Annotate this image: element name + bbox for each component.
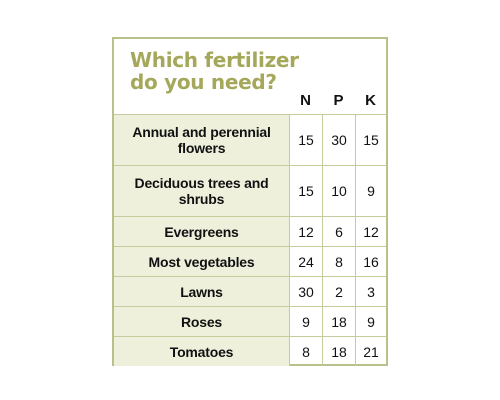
cell-n-value: 8: [289, 337, 322, 366]
cell-p-value: 10: [322, 166, 355, 216]
fertilizer-table-card: Which fertilizer do you need? N P K Annu…: [112, 37, 388, 366]
cell-k-value: 12: [355, 217, 386, 246]
cell-n-value: 15: [289, 115, 322, 165]
cell-p-value: 8: [322, 247, 355, 276]
cell-k-value: 3: [355, 277, 386, 306]
cell-p-value: 2: [322, 277, 355, 306]
row-label: Most vegetables: [114, 247, 289, 276]
cell-p-value: 18: [322, 337, 355, 366]
column-header-k: K: [365, 92, 376, 109]
table-row: Most vegetables 24 8 16: [114, 246, 386, 276]
cell-p-value: 18: [322, 307, 355, 336]
row-label: Annual and perennial flowers: [114, 115, 289, 165]
table-row: Deciduous trees and shrubs 15 10 9: [114, 165, 386, 216]
table-row: Roses 9 18 9: [114, 306, 386, 336]
cell-n-value: 15: [289, 166, 322, 216]
cell-n-value: 30: [289, 277, 322, 306]
cell-n-value: 9: [289, 307, 322, 336]
row-label: Tomatoes: [114, 337, 289, 366]
table-row: Lawns 30 2 3: [114, 276, 386, 306]
cell-k-value: 15: [355, 115, 386, 165]
cell-k-value: 9: [355, 307, 386, 336]
table-row: Annual and perennial flowers 15 30 15: [114, 114, 386, 165]
cell-p-value: 6: [322, 217, 355, 246]
row-label: Evergreens: [114, 217, 289, 246]
table-body: Annual and perennial flowers 15 30 15 De…: [114, 114, 386, 366]
cell-k-value: 16: [355, 247, 386, 276]
row-label: Deciduous trees and shrubs: [114, 166, 289, 216]
row-label: Lawns: [114, 277, 289, 306]
column-header-n: N: [300, 92, 311, 109]
table-row: Tomatoes 8 18 21: [114, 336, 386, 366]
column-header-p: P: [333, 92, 344, 109]
cell-n-value: 12: [289, 217, 322, 246]
row-label: Roses: [114, 307, 289, 336]
table-title: Which fertilizer do you need?: [130, 48, 299, 94]
cell-n-value: 24: [289, 247, 322, 276]
table-row: Evergreens 12 6 12: [114, 216, 386, 246]
cell-k-value: 9: [355, 166, 386, 216]
cell-k-value: 21: [355, 337, 386, 366]
cell-p-value: 30: [322, 115, 355, 165]
